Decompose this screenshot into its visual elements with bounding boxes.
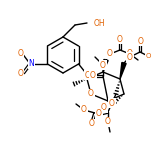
Text: OH: OH (94, 19, 106, 28)
Text: O: O (100, 60, 106, 69)
Text: O: O (17, 69, 23, 78)
Text: O: O (127, 52, 133, 62)
Text: N: N (29, 59, 34, 69)
Text: O: O (17, 50, 23, 59)
Text: O: O (117, 35, 123, 43)
Text: O: O (81, 105, 87, 114)
Text: O: O (90, 71, 96, 81)
Polygon shape (103, 59, 108, 72)
Text: O: O (127, 50, 133, 59)
Text: O: O (85, 71, 91, 79)
Text: O: O (107, 50, 113, 59)
Text: O: O (89, 119, 95, 128)
Text: O: O (105, 117, 111, 126)
Text: O: O (101, 104, 107, 112)
Polygon shape (120, 62, 126, 79)
Text: O: O (85, 71, 91, 79)
Text: O: O (109, 98, 115, 107)
Text: O: O (138, 36, 144, 45)
Text: O: O (88, 90, 94, 98)
Text: O: O (145, 53, 151, 59)
Text: O: O (96, 109, 102, 119)
